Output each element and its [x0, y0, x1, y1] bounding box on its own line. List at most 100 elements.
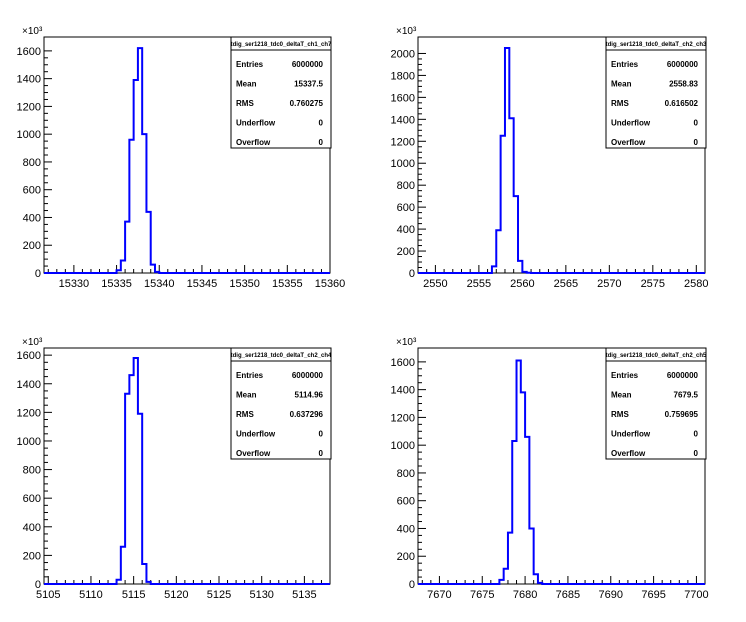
y-tick-label: 800 — [397, 468, 415, 480]
stats-label: Mean — [236, 80, 257, 89]
histogram-series — [418, 46, 705, 274]
x-tick-label: 7685 — [556, 589, 580, 601]
stats-value: 6000000 — [667, 60, 699, 69]
stats-value: 0 — [694, 119, 699, 128]
x-tick-label: 15345 — [187, 278, 218, 290]
x-tick-label: 5115 — [122, 589, 146, 601]
y-tick-label: 1400 — [391, 385, 415, 397]
stats-label: RMS — [611, 99, 629, 108]
y-axis-multiplier: ×10³ — [396, 26, 417, 37]
x-tick-label: 5105 — [36, 589, 60, 601]
y-tick-label: 1400 — [391, 114, 415, 126]
stats-label: Entries — [611, 60, 639, 69]
x-tick-label: 5120 — [164, 589, 188, 601]
y-tick-label: 400 — [23, 212, 41, 224]
x-tick-label: 5130 — [249, 589, 273, 601]
y-tick-label: 200 — [23, 240, 41, 252]
y-tick-label: 400 — [397, 224, 415, 236]
x-tick-label: 5125 — [207, 589, 231, 601]
stats-box-frame — [230, 347, 332, 460]
y-tick-label: 600 — [397, 202, 415, 214]
y-tick-label: 0 — [35, 579, 41, 591]
y-tick-label: 1600 — [17, 350, 41, 362]
x-tick-label: 15330 — [59, 278, 90, 290]
stats-value: 0 — [319, 449, 324, 458]
stats-value: 0 — [319, 138, 324, 147]
y-tick-label: 1400 — [17, 379, 41, 391]
y-tick-label: 600 — [23, 493, 41, 505]
y-tick-label: 0 — [409, 579, 415, 591]
x-tick-label: 7690 — [599, 589, 623, 601]
stats-label: Overflow — [611, 138, 646, 147]
stats-label: Entries — [611, 371, 639, 380]
stats-value: 15337.5 — [294, 80, 323, 89]
y-tick-label: 800 — [397, 180, 415, 192]
y-tick-label: 1800 — [391, 70, 415, 82]
y-tick-label: 1600 — [17, 46, 41, 58]
stats-box-frame — [230, 36, 332, 149]
x-tick-label: 15335 — [101, 278, 132, 290]
stats-label: Entries — [236, 60, 264, 69]
stats-value: 0 — [694, 138, 699, 147]
y-tick-label: 1000 — [391, 158, 415, 170]
stats-box: tdig_ser1218_tdc0_deltaT_ch2_ch3 Entries 6… — [605, 36, 707, 149]
stats-box-frame — [605, 347, 707, 460]
stats-value: 0 — [319, 119, 324, 128]
histogram-panel-3: 0 200 400 600 800 1000 1200 1400 1600 5105 5110 511… — [17, 337, 333, 601]
stats-box: tdig_ser1218_tdc0_deltaT_ch2_ch4 Entries 6… — [230, 347, 332, 460]
y-axis-multiplier: ×10³ — [396, 337, 417, 348]
histogram-series — [44, 357, 330, 585]
x-tick-label: 5110 — [79, 589, 103, 601]
histogram-panel-1: 0 200 400 600 800 1000 1200 1400 1600 15330 15335 1… — [17, 26, 346, 290]
stats-value: 5114.96 — [295, 391, 324, 400]
stats-value: 6000000 — [292, 60, 324, 69]
stats-label: Mean — [611, 391, 632, 400]
y-tick-label: 600 — [23, 185, 41, 197]
stats-label: Overflow — [236, 138, 271, 147]
y-tick-label: 200 — [397, 551, 415, 563]
y-tick-label: 400 — [23, 522, 41, 534]
stats-value: 0.637296 — [290, 410, 324, 419]
x-tick-label: 2550 — [423, 278, 447, 290]
stats-box: tdig_ser1218_tdc0_deltaT_ch1_ch7 Entries 6… — [230, 36, 332, 149]
x-tick-label: 15360 — [315, 278, 346, 290]
stats-title: tdig_ser1218_tdc0_deltaT_ch2_ch5 — [606, 353, 707, 359]
x-tick-label: 2570 — [597, 278, 621, 290]
stats-box: tdig_ser1218_tdc0_deltaT_ch2_ch5 Entries 6… — [605, 347, 707, 460]
y-tick-label: 1000 — [391, 440, 415, 452]
stats-value: 0.759695 — [665, 410, 699, 419]
stats-label: Overflow — [611, 449, 646, 458]
x-tick-label: 15350 — [229, 278, 260, 290]
histogram-series — [44, 47, 330, 274]
x-tick-label: 2580 — [684, 278, 708, 290]
stats-label: Underflow — [236, 430, 276, 439]
y-axis-multiplier: ×10³ — [22, 337, 43, 348]
y-tick-label: 1200 — [391, 412, 415, 424]
stats-value: 0.616502 — [665, 99, 699, 108]
x-tick-label: 15355 — [272, 278, 303, 290]
stats-value: 0 — [694, 449, 699, 458]
x-tick-label: 5135 — [292, 589, 316, 601]
histogram-panel-2: 0 200 400 600 800 1000 1200 1400 1600 1800 2000 255… — [391, 26, 709, 290]
y-axis-multiplier: ×10³ — [22, 26, 43, 37]
stats-title: tdig_ser1218_tdc0_deltaT_ch2_ch4 — [231, 353, 332, 359]
y-tick-label: 0 — [409, 268, 415, 280]
y-tick-label: 1600 — [391, 357, 415, 369]
y-tick-label: 1600 — [391, 92, 415, 104]
histogram-series — [418, 359, 705, 585]
stats-value: 2558.83 — [669, 80, 698, 89]
histogram-panel-4: 0 200 400 600 800 1000 1200 1400 1600 7670 7675 768… — [391, 337, 709, 601]
x-tick-label: 2555 — [467, 278, 491, 290]
y-tick-label: 0 — [35, 268, 41, 280]
stats-label: RMS — [611, 410, 629, 419]
stats-label: Underflow — [236, 119, 276, 128]
y-tick-label: 1200 — [17, 101, 41, 113]
stats-box-frame — [605, 36, 707, 149]
y-tick-label: 1000 — [17, 436, 41, 448]
stats-label: Entries — [236, 371, 264, 380]
y-tick-label: 2000 — [391, 48, 415, 60]
stats-value: 6000000 — [667, 371, 699, 380]
y-tick-label: 1400 — [17, 74, 41, 86]
x-tick-label: 7675 — [470, 589, 494, 601]
